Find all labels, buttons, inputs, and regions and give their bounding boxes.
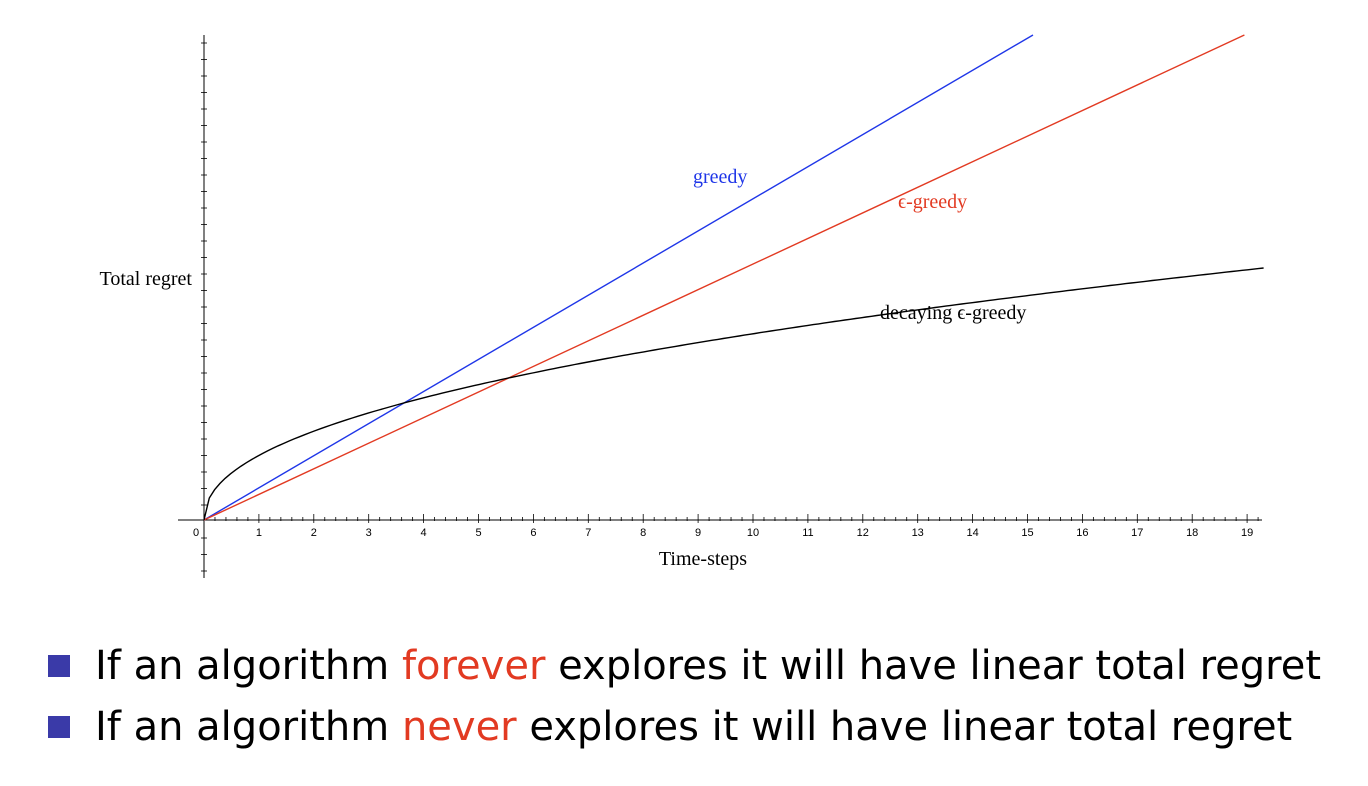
bullet-item: If an algorithm never explores it will h… [48, 701, 1358, 753]
x-tick-label: 18 [1186, 527, 1198, 539]
x-tick-label: 7 [585, 527, 591, 539]
greedy-line [203, 34, 1034, 521]
x-tick-label: 17 [1131, 527, 1143, 539]
x-tick-label: 3 [366, 527, 372, 539]
x-tick-labels: 0 1 2 3 4 5 6 7 8 9 10 11 12 13 14 15 16 17 18 19 [193, 527, 1253, 539]
x-tick-label: 9 [695, 527, 701, 539]
bullet-item: If an algorithm forever explores it will… [48, 640, 1358, 692]
decaying-epsilon-greedy-line [203, 267, 1264, 521]
x-tick-label: 14 [966, 527, 978, 539]
x-tick-label: 1 [256, 527, 262, 539]
series-lines [203, 34, 1264, 521]
x-tick-label: 8 [640, 527, 646, 539]
x-tick-label: 11 [802, 527, 813, 539]
x-ticks [203, 514, 1259, 523]
x-tick-label: 10 [747, 527, 759, 539]
chart-axes [178, 35, 1262, 578]
x-tick-label: 19 [1241, 527, 1253, 539]
greedy-label: greedy [693, 166, 747, 188]
bullet-marker [48, 655, 70, 677]
x-tick-label: 16 [1076, 527, 1088, 539]
regret-chart: 0 1 2 3 4 5 6 7 8 9 10 11 12 13 14 15 16 17 18 19 Total reg… [100, 34, 1264, 578]
x-tick-label: 0 [193, 527, 199, 539]
bullet-marker [48, 716, 70, 738]
x-tick-label: 5 [475, 527, 481, 539]
x-tick-label: 2 [311, 527, 317, 539]
y-axis-title: Total regret [100, 268, 193, 290]
bullet-text: If an algorithm forever explores it will… [95, 643, 1322, 689]
highlight-word: forever [401, 643, 546, 689]
x-tick-label: 13 [912, 527, 924, 539]
x-tick-label: 15 [1021, 527, 1033, 539]
x-tick-label: 6 [530, 527, 536, 539]
x-tick-label: 12 [857, 527, 869, 539]
x-axis-title: Time-steps [659, 548, 747, 570]
epsilon-greedy-line [203, 34, 1245, 521]
bullet-list: If an algorithm forever explores it will… [48, 640, 1358, 762]
x-tick-label: 4 [421, 527, 427, 539]
highlight-word: never [401, 704, 517, 750]
decaying-epsilon-greedy-label: decaying ϵ-greedy [880, 302, 1026, 324]
bullet-text: If an algorithm never explores it will h… [95, 704, 1293, 750]
epsilon-greedy-label: ϵ-greedy [898, 191, 967, 213]
